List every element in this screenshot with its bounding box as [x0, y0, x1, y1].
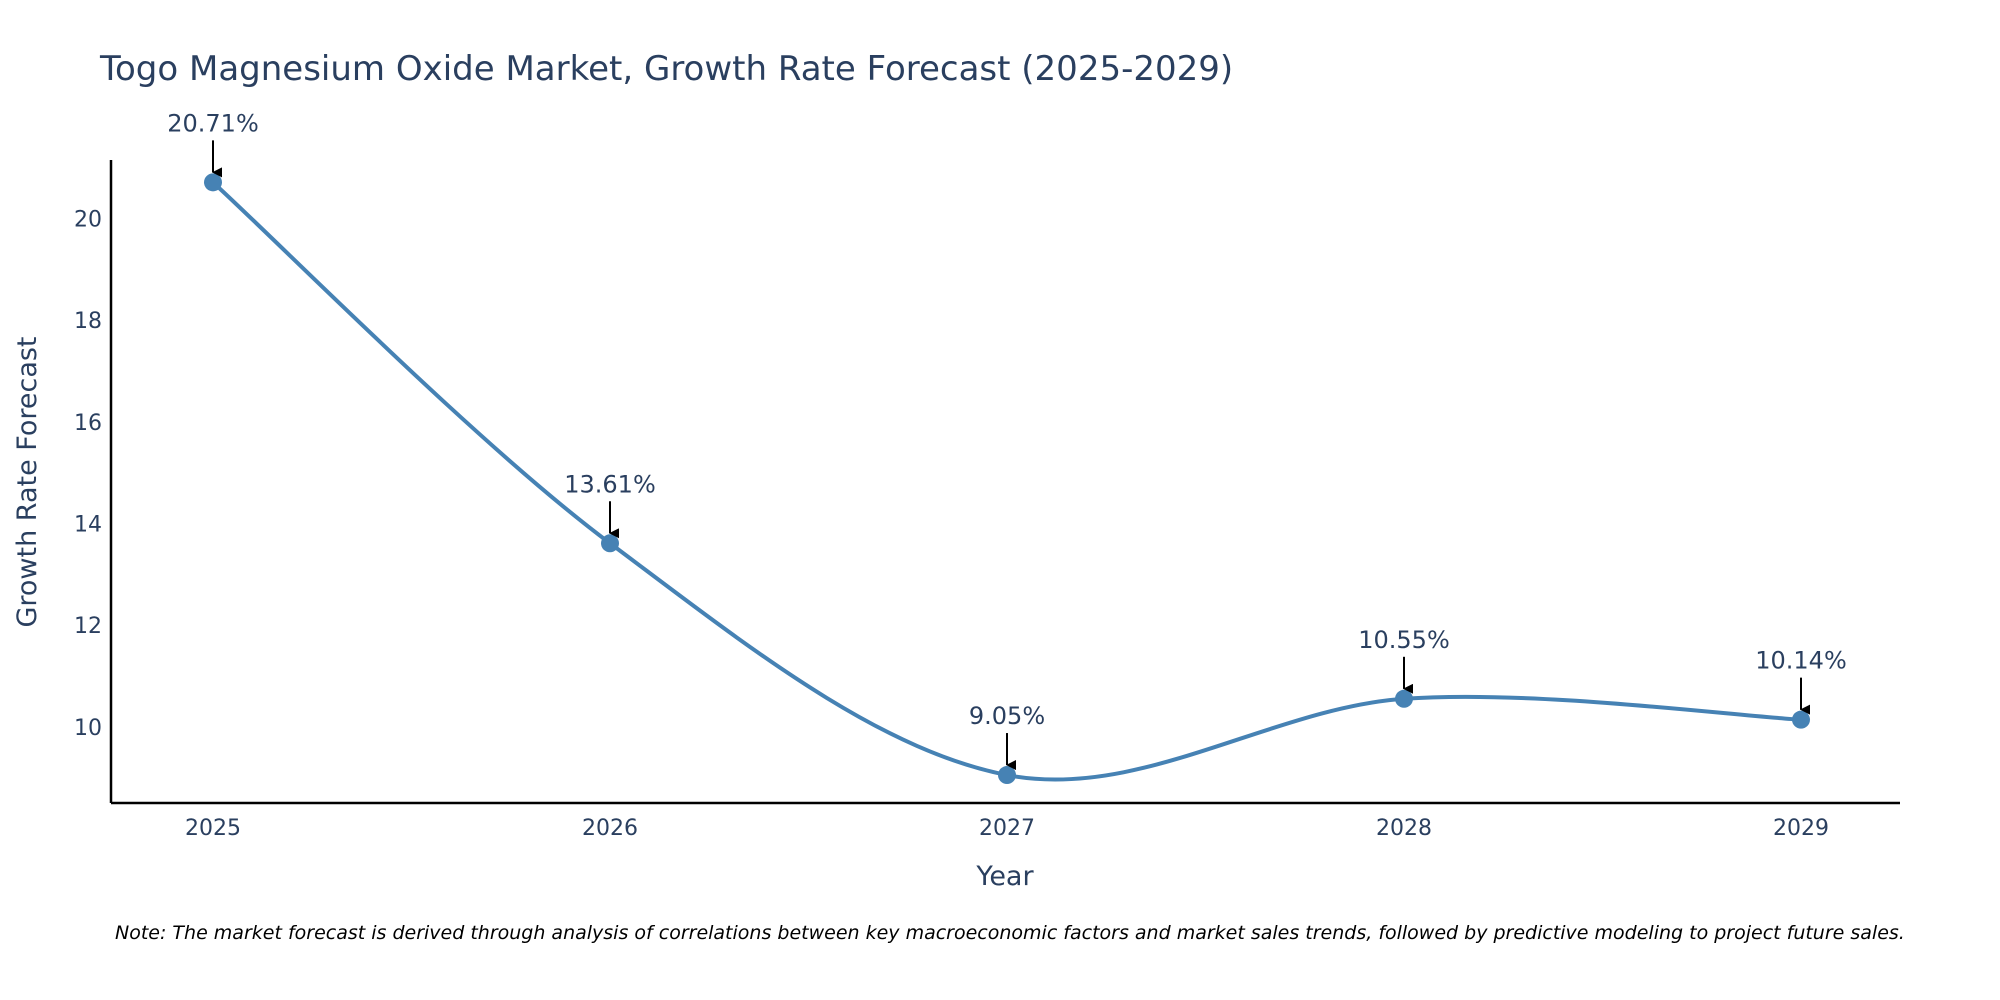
- x-axis-ticks: 2025 2026 2027 2028 2029: [185, 816, 1829, 841]
- x-axis-title: Year: [975, 861, 1034, 892]
- x-tick-label: 2026: [582, 816, 638, 841]
- y-axis-ticks: 10 12 14 16 18 20: [74, 207, 102, 740]
- series-markers: [204, 173, 1810, 785]
- x-tick-label: 2029: [1773, 816, 1829, 841]
- data-label: 13.61%: [564, 470, 656, 498]
- y-tick-label: 18: [74, 309, 102, 334]
- y-tick-label: 20: [74, 207, 102, 232]
- data-point: [204, 173, 222, 192]
- y-tick-label: 10: [74, 716, 102, 741]
- data-annotations: 20.71% 13.61% 9.05% 10.55% 10.14%: [167, 109, 1847, 771]
- data-point: [601, 534, 619, 553]
- y-tick-label: 12: [74, 614, 102, 639]
- x-tick-label: 2025: [185, 816, 241, 841]
- data-label: 9.05%: [969, 702, 1045, 730]
- y-tick-label: 16: [74, 411, 102, 436]
- data-label: 10.55%: [1358, 626, 1450, 654]
- chart-title: Togo Magnesium Oxide Market, Growth Rate…: [99, 49, 1233, 89]
- data-point: [1395, 689, 1413, 708]
- y-axis-title: Growth Rate Forecast: [12, 336, 43, 627]
- y-tick-label: 14: [74, 512, 102, 537]
- data-point: [1792, 710, 1810, 729]
- data-point: [998, 766, 1016, 785]
- data-label: 20.71%: [167, 109, 259, 137]
- series-line: [211, 180, 1803, 782]
- x-tick-label: 2028: [1376, 816, 1432, 841]
- x-tick-label: 2027: [979, 816, 1035, 841]
- data-label: 10.14%: [1755, 647, 1847, 675]
- footnote: Note: The market forecast is derived thr…: [115, 922, 1905, 944]
